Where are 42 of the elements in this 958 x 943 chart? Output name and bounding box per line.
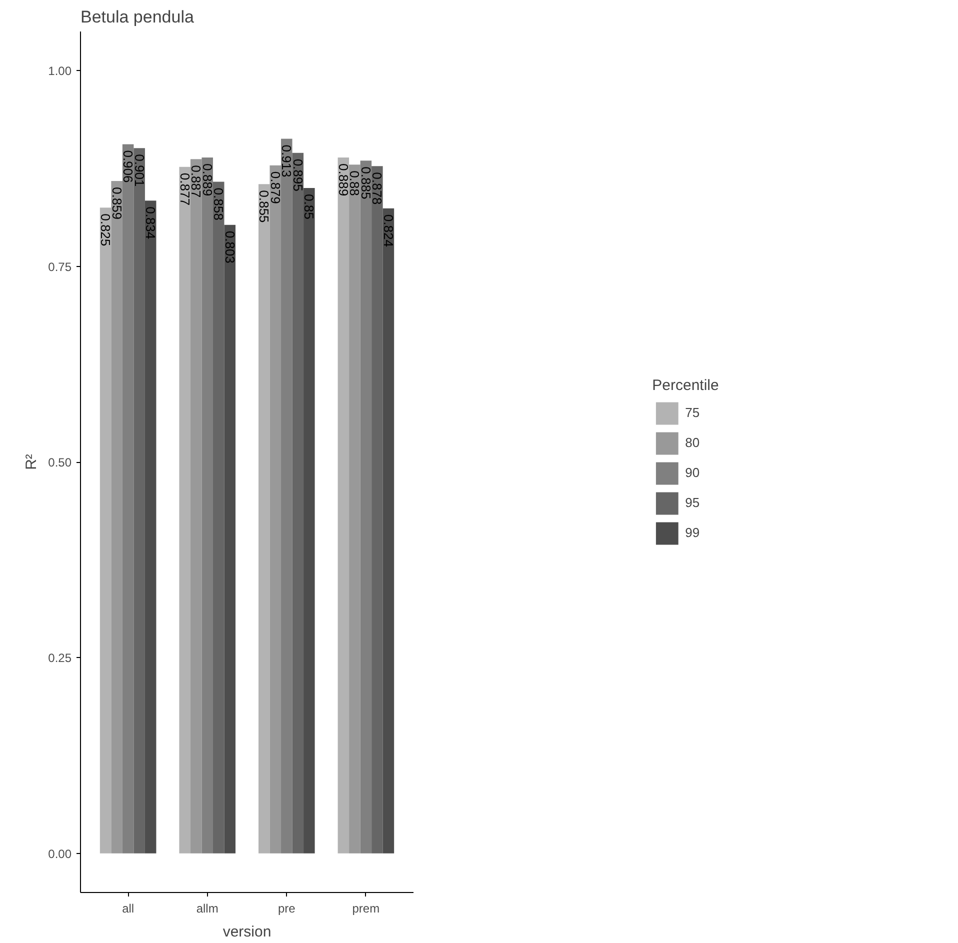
y-tick-label: 1.00 <box>48 64 72 78</box>
bar <box>349 164 360 854</box>
legend-label: 80 <box>685 435 701 450</box>
bar <box>292 152 304 854</box>
bar <box>100 208 112 854</box>
bar <box>258 184 270 854</box>
bar <box>360 160 372 854</box>
bar <box>372 166 383 854</box>
x-tick-label: pre <box>278 902 296 916</box>
legend-label: 99 <box>685 525 701 540</box>
bar <box>382 208 394 854</box>
bar <box>338 158 350 854</box>
legend-label: 90 <box>685 465 701 480</box>
bar <box>144 200 156 854</box>
legend-label: 95 <box>685 495 701 510</box>
bar <box>304 188 315 854</box>
y-axis-title: R² <box>23 454 40 470</box>
bar <box>224 224 236 854</box>
bar <box>111 181 122 854</box>
bar <box>212 182 224 854</box>
bar <box>202 158 213 854</box>
x-tick-label: all <box>122 902 134 916</box>
legend-title: Percentile <box>652 376 719 394</box>
data-label: 0.85 <box>302 194 317 220</box>
chart-title: Betula pendula <box>80 8 194 26</box>
y-tick-label: 0.00 <box>48 846 72 861</box>
data-label: 0.834 <box>143 206 158 240</box>
x-axis-title: version <box>222 924 272 940</box>
legend-label: 75 <box>685 405 701 420</box>
data-label: 0.803 <box>222 230 238 264</box>
data-label: 0.824 <box>380 214 396 247</box>
y-tick-label: 0.50 <box>48 456 72 470</box>
bar <box>270 165 282 854</box>
bar <box>281 138 292 854</box>
bar <box>122 144 134 854</box>
bar <box>179 166 190 854</box>
y-tick-label: 0.25 <box>48 651 72 666</box>
x-tick-label: prem <box>352 902 380 916</box>
bar <box>190 159 202 854</box>
bar <box>134 148 145 854</box>
y-tick-label: 0.75 <box>48 260 72 274</box>
x-tick-label: allm <box>196 902 218 916</box>
